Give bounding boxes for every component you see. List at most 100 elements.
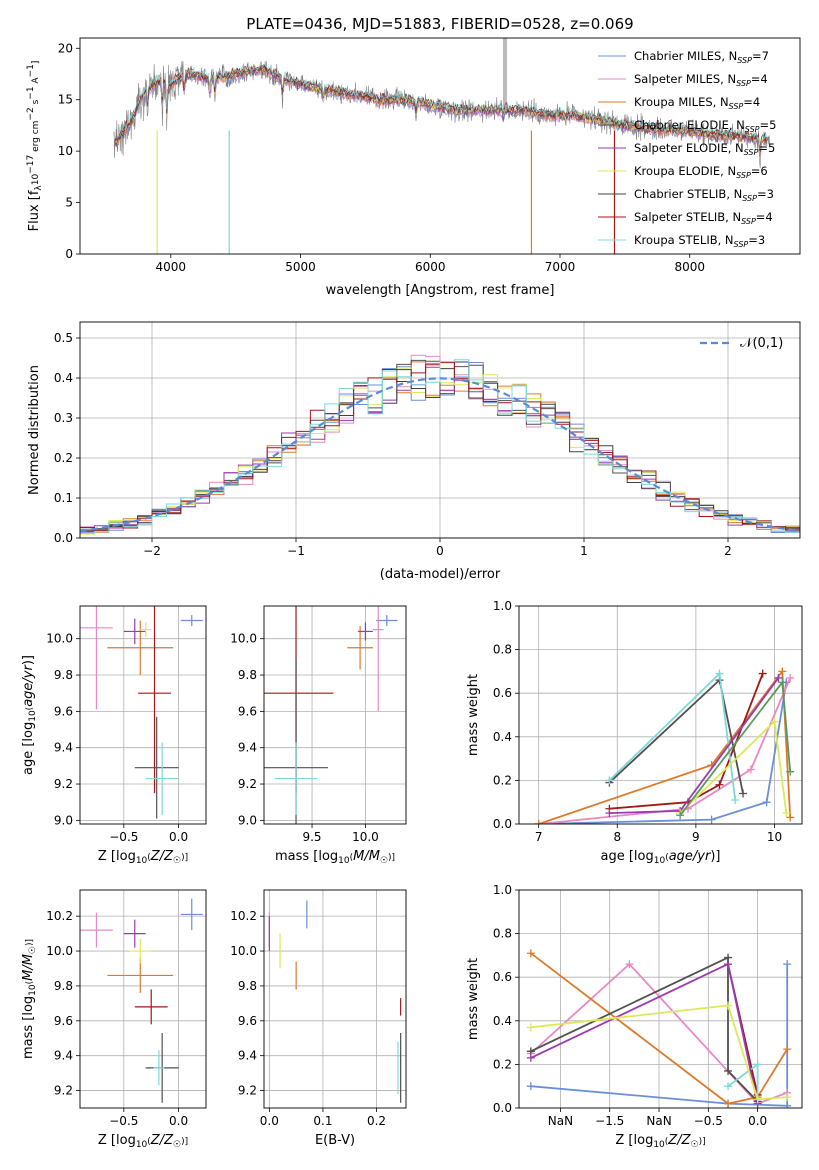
label-part: λ bbox=[34, 185, 44, 191]
legend-label: Chabrier MILES, NSSP=7 bbox=[634, 49, 769, 65]
sky-line-artifact bbox=[502, 38, 507, 110]
plot-area bbox=[80, 606, 206, 824]
y-tick-label: 0.6 bbox=[493, 686, 512, 700]
label-part: Z/Z bbox=[667, 1133, 691, 1148]
x-tick-label: 6000 bbox=[415, 260, 446, 274]
label-part: 10 bbox=[654, 856, 666, 866]
y-axis-label: Flux [fλ10−17 erg cm−2 s−1 A−1] bbox=[26, 61, 44, 232]
y-axis-label: Normed distribution bbox=[27, 365, 42, 495]
weight-marker bbox=[526, 1053, 535, 1062]
y-tick-label: 0.2 bbox=[493, 773, 512, 787]
legend-label: Salpeter MILES, NSSP=4 bbox=[634, 72, 768, 88]
label-part: ( bbox=[25, 707, 35, 711]
y-tick-label: 10.0 bbox=[46, 944, 73, 958]
axes-frame bbox=[79, 37, 801, 255]
legend-sub: SSP bbox=[741, 217, 756, 226]
weight-marker bbox=[724, 960, 733, 969]
x-tick-label: −2 bbox=[143, 544, 161, 558]
axes-frame bbox=[518, 889, 803, 1109]
label-part: mass [log bbox=[21, 996, 36, 1059]
weight-marker bbox=[526, 949, 535, 958]
y-tick-label: 9.4 bbox=[54, 741, 73, 755]
label-part: Z [log bbox=[615, 1133, 653, 1148]
model-spectrum-1 bbox=[114, 69, 768, 157]
legend-text: =3 bbox=[748, 233, 765, 247]
label-part: −2 bbox=[26, 107, 36, 120]
x-axis-label: mass [log10(M/M☉)] bbox=[275, 849, 395, 866]
y-tick-label: 15 bbox=[58, 93, 73, 107]
x-tick-label: 0.0 bbox=[169, 1114, 188, 1128]
weight-marker bbox=[724, 1082, 733, 1091]
label-part: ( bbox=[25, 981, 35, 985]
y-tick-label: 9.0 bbox=[238, 813, 257, 827]
axes-frame bbox=[263, 889, 407, 1109]
weight-marker bbox=[774, 673, 783, 682]
weight-marker bbox=[758, 669, 767, 678]
legend-label: Chabrier ELODIE, NSSP=5 bbox=[634, 118, 776, 134]
y-tick-label: 10 bbox=[58, 144, 73, 158]
label-part: )] bbox=[181, 853, 188, 863]
label-part: ( bbox=[665, 853, 669, 863]
weight-marker bbox=[625, 960, 634, 969]
y-tick-label: 10.0 bbox=[230, 944, 257, 958]
x-tick-label: 0.1 bbox=[313, 1114, 332, 1128]
label-part: ☉ bbox=[173, 856, 181, 866]
legend-text: Kroupa ELODIE, N bbox=[634, 164, 736, 178]
x-tick-label: 1 bbox=[580, 544, 588, 558]
label-part: ☉ bbox=[173, 1140, 181, 1150]
x-tick-label: −1.5 bbox=[595, 1114, 624, 1128]
y-axis-label: mass weight bbox=[466, 674, 481, 756]
weight-marker bbox=[762, 798, 771, 807]
legend-sub: SSP bbox=[745, 125, 760, 134]
y-tick-label: 9.4 bbox=[238, 1049, 257, 1063]
legend-label: Salpeter ELODIE, NSSP=5 bbox=[634, 141, 775, 157]
weight-marker bbox=[753, 1060, 762, 1069]
x-tick-label: −0.5 bbox=[694, 1114, 723, 1128]
label-part: ( bbox=[350, 853, 354, 863]
label-part: E(B-V) bbox=[315, 1133, 355, 1148]
plot-area bbox=[80, 890, 206, 1108]
label-part: )] bbox=[388, 853, 395, 863]
legend-text: Salpeter STELIB, N bbox=[634, 210, 741, 224]
x-tick-label: 4000 bbox=[156, 260, 187, 274]
x-tick-label: 0.0 bbox=[748, 1114, 767, 1128]
label-part: age [log bbox=[600, 849, 653, 864]
weight-marker bbox=[724, 1099, 733, 1108]
y-tick-label: 9.6 bbox=[54, 704, 73, 718]
label-part: )] bbox=[21, 655, 36, 665]
weight-series-2 bbox=[530, 952, 788, 1105]
label-part: )] bbox=[25, 939, 35, 946]
legend-text: =5 bbox=[758, 141, 775, 155]
legend-text: =7 bbox=[752, 49, 769, 63]
label-part: 10 bbox=[136, 856, 148, 866]
y-tick-label: 9.8 bbox=[238, 668, 257, 682]
axes-frame bbox=[518, 605, 803, 825]
x-axis-label: Z [log10(Z/Z☉)] bbox=[98, 849, 188, 866]
y-axis-label: age [log10(age/yr)] bbox=[21, 655, 38, 775]
weight-marker bbox=[676, 811, 685, 820]
y-tick-label: 9.6 bbox=[54, 1014, 73, 1028]
legend-text: Salpeter MILES, N bbox=[634, 72, 736, 86]
legend-sub: SSP bbox=[736, 171, 751, 180]
legend-text: Kroupa MILES, N bbox=[634, 95, 729, 109]
y-tick-label: 0.0 bbox=[493, 817, 512, 831]
label-part: Z/Z bbox=[150, 849, 174, 864]
weight-marker bbox=[715, 669, 724, 678]
y-tick-label: 10.2 bbox=[230, 909, 257, 923]
weight-marker bbox=[786, 813, 795, 822]
x-axis-label: E(B-V) bbox=[315, 1133, 355, 1148]
legend-label: Kroupa MILES, NSSP=4 bbox=[634, 95, 760, 111]
label-part: −17 bbox=[26, 155, 36, 174]
chart-title: PLATE=0436, MJD=51883, FIBERID=0528, z=0… bbox=[246, 15, 633, 33]
model-spectrum-7 bbox=[114, 64, 768, 149]
y-tick-label: 0.4 bbox=[493, 730, 512, 744]
plot-area bbox=[113, 38, 771, 254]
y-axis-label: mass [log10(M/M☉)] bbox=[21, 939, 38, 1059]
mass_vs_Z-chart: −0.5 0.09.29.49.69.810.010.2Z [log10(Z/Z☉… bbox=[21, 889, 207, 1150]
weight-marker bbox=[605, 776, 614, 785]
weight-marker bbox=[534, 820, 543, 824]
label-part: Z/Z bbox=[150, 1133, 174, 1148]
plot-area bbox=[519, 606, 802, 824]
weight_vs_Z-chart: NaN −1.5 NaN −0.5 0.0 0.0 0.2 0.4 0.6 0.8 1.0 Z [lo… bbox=[466, 883, 803, 1150]
